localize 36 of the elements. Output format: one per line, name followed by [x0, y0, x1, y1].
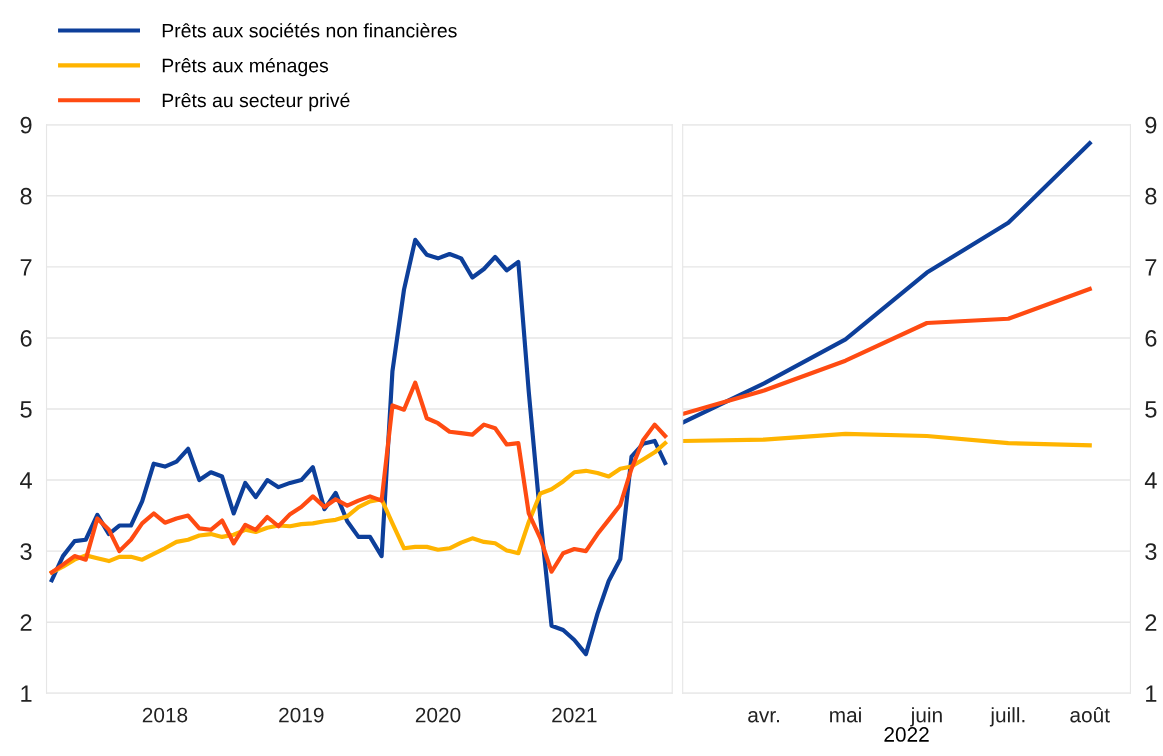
- legend-label: Prêts aux ménages: [162, 57, 329, 77]
- line-series: [49, 441, 668, 575]
- y-tick-label: 8: [1145, 187, 1157, 205]
- y-tick-label: 5: [20, 401, 32, 418]
- y-tick-label: 4: [1144, 472, 1157, 489]
- y-tick-label: 5: [1145, 401, 1157, 418]
- y-tick-label: 1: [1146, 685, 1157, 702]
- y-tick-label: 1: [21, 685, 32, 702]
- x-tick-label: avr.: [748, 711, 779, 723]
- legend-label: Prêts aux sociétés non financières: [162, 23, 457, 38]
- x-tick-label: mai: [830, 707, 861, 723]
- y-tick-label: 6: [1145, 330, 1157, 347]
- y-tick-label: 4: [20, 472, 32, 489]
- x-tick-label: 2018: [142, 707, 188, 723]
- y-tick-label: 3: [1145, 543, 1157, 560]
- x-tick-label: 2019: [279, 707, 324, 723]
- legend-label: Prêts au secteur privé: [162, 92, 350, 112]
- y-tick-label: 2: [20, 614, 32, 631]
- x-tick-label: 2021: [552, 707, 597, 723]
- y-tick-label: 9: [1145, 116, 1157, 134]
- x-tick-label: juin: [910, 707, 942, 727]
- y-tick-label: 8: [20, 187, 32, 205]
- line-series: [682, 141, 1092, 425]
- line-series: [682, 431, 1092, 448]
- y-tick-label: 2: [1145, 614, 1157, 631]
- line-series: [49, 380, 668, 575]
- y-tick-label: 6: [20, 330, 32, 347]
- x-tick-label: 2020: [415, 707, 461, 723]
- y-tick-label: 3: [20, 543, 32, 560]
- y-tick-label: 7: [20, 259, 32, 276]
- x-axis-title: 2022: [884, 727, 929, 742]
- y-tick-label: 9: [20, 116, 32, 134]
- y-tick-label: 7: [1145, 259, 1157, 276]
- x-tick-label: août: [1070, 707, 1110, 723]
- line-series: [682, 286, 1092, 417]
- x-tick-label: juill.: [989, 707, 1025, 727]
